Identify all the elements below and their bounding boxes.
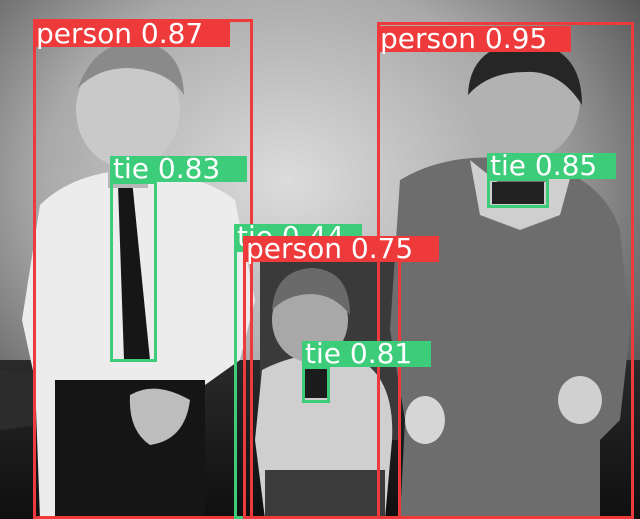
detection-label-person-1: person 0.87 [33, 20, 230, 48]
detection-label-person-2: person 0.95 [377, 25, 571, 53]
bbox-person-2 [377, 22, 634, 519]
right-boy [390, 40, 630, 519]
detection-label-tie-1: tie 0.83 [110, 155, 247, 183]
small-child [255, 268, 393, 519]
detection-label-tie-2: tie 0.85 [487, 152, 616, 180]
detection-label-tie-4: tie 0.81 [302, 340, 431, 368]
detection-label-person-3: person 0.75 [243, 235, 439, 263]
bbox-person-1 [33, 19, 253, 519]
bbox-tie-4 [302, 366, 330, 403]
bbox-tie-2 [487, 178, 549, 208]
bbox-tie-1 [110, 181, 157, 362]
left-boy [22, 41, 255, 519]
